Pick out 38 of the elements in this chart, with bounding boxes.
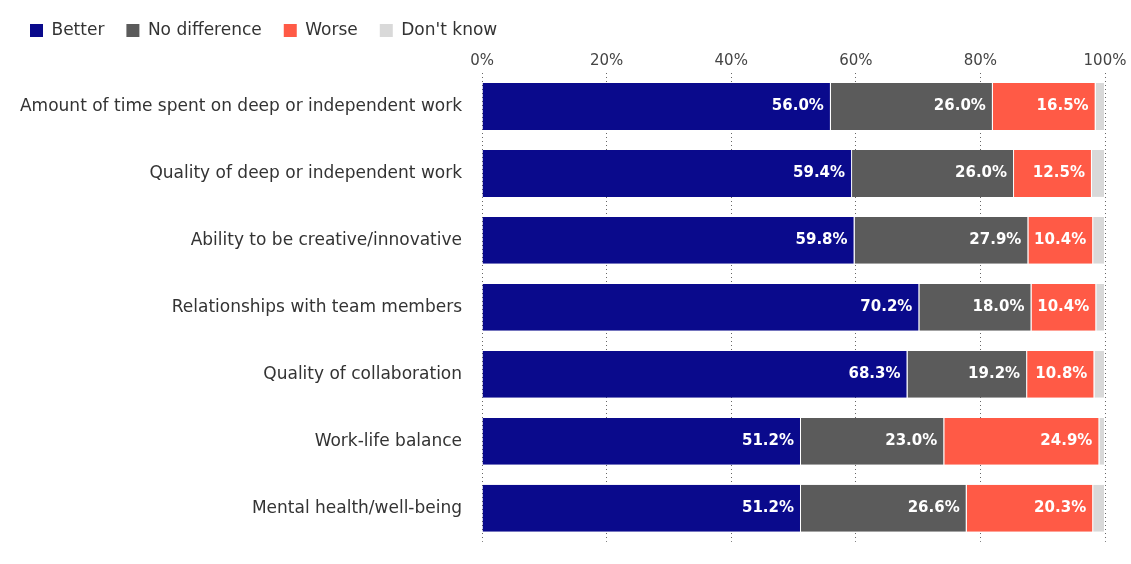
- data-label: 56.0%: [771, 96, 824, 115]
- legend-label: Better: [51, 18, 105, 39]
- y-tick-label: Ability to be creative/innovative: [190, 228, 463, 249]
- legend-label: Don't know: [401, 18, 498, 39]
- y-tick-label: Quality of collaboration: [263, 362, 463, 383]
- data-label: 18.0%: [972, 297, 1025, 316]
- y-tick-label: Amount of time spent on deep or independent work: [19, 94, 463, 115]
- data-label: 12.5%: [1032, 163, 1085, 182]
- data-label: 68.3%: [848, 364, 901, 383]
- legend-label: No difference: [147, 18, 262, 39]
- data-label: 51.2%: [741, 498, 794, 517]
- data-label: 19.2%: [968, 364, 1021, 383]
- data-label: 59.8%: [795, 230, 848, 249]
- y-tick-label: Relationships with team members: [171, 295, 463, 316]
- x-tick-label: 100%: [1083, 50, 1127, 69]
- x-tick-label: 0%: [470, 50, 494, 69]
- y-tick-label: Mental health/well-being: [251, 496, 463, 517]
- data-label: 20.3%: [1034, 498, 1087, 517]
- data-label: 10.4%: [1037, 297, 1090, 316]
- data-label: 26.0%: [933, 96, 986, 115]
- data-label: 70.2%: [860, 297, 913, 316]
- data-label: 59.4%: [793, 163, 846, 182]
- x-tick-label: 60%: [839, 50, 873, 69]
- x-tick-label: 80%: [963, 50, 998, 69]
- legend-label: Worse: [305, 18, 358, 39]
- y-tick-label: Quality of deep or independent work: [149, 161, 463, 182]
- data-label: 23.0%: [885, 431, 938, 450]
- data-label: 26.6%: [907, 498, 960, 517]
- y-tick-label: Work-life balance: [314, 429, 463, 450]
- data-label: 10.4%: [1034, 230, 1087, 249]
- x-tick-label: 40%: [714, 50, 748, 69]
- data-label: 10.8%: [1035, 364, 1088, 383]
- data-label: 24.9%: [1040, 431, 1093, 450]
- data-label: 26.0%: [955, 163, 1008, 182]
- x-tick-label: 20%: [589, 50, 624, 69]
- data-label: 51.2%: [741, 431, 794, 450]
- data-label: 16.5%: [1036, 96, 1089, 115]
- data-label: 27.9%: [969, 230, 1022, 249]
